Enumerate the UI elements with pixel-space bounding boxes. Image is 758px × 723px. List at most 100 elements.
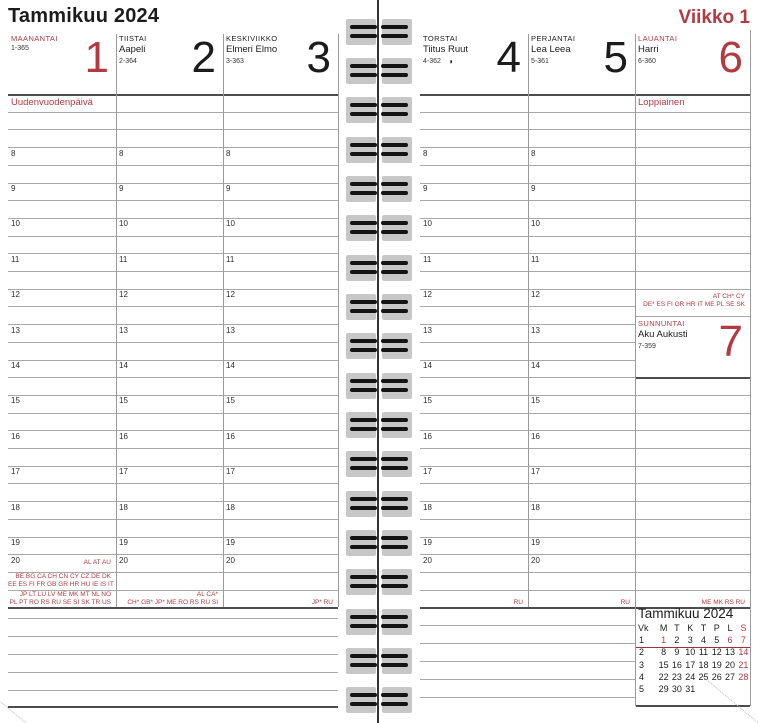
mini-cal-date: 4 [700,635,706,645]
binding-wire [350,24,377,29]
row-line [116,554,223,556]
hour-label: 15 [226,396,235,406]
binding-wire [350,575,377,580]
name-days: Lea Leea [531,44,571,55]
hour-label: 20 [531,555,540,565]
row-line [116,288,223,290]
hour-label: 13 [11,325,20,335]
binding-pad [382,648,412,675]
hour-label: 16 [119,431,128,441]
binding-wire [381,702,408,707]
binding-wire [350,693,377,698]
hour-label: 8 [226,148,231,158]
mini-cal-date: 2 [674,635,680,645]
row-line [8,164,116,166]
row-line [635,288,750,290]
hour-label: 13 [531,325,540,335]
mini-cal-date: 28 [738,671,749,682]
row-line [635,430,750,432]
row-line [116,147,223,149]
row-line [635,589,750,591]
column-separator [338,34,339,607]
row-line [420,217,528,219]
row-line [223,465,338,467]
hour-label: 15 [423,396,432,406]
row-line [528,554,635,556]
row-line [8,448,116,449]
binding-pad [346,175,376,202]
row-line [528,271,635,272]
mini-cal-date: 22 [658,671,669,682]
binding-pad [382,97,412,124]
row-line [420,235,528,237]
hour-label: 9 [119,184,124,193]
binding-wire [381,614,408,619]
row-line [635,200,750,202]
mini-cal-date: 14 [738,647,749,658]
row-line [528,200,635,202]
row-line [8,554,116,556]
row-line [8,536,116,538]
binding-wire [350,584,377,589]
binding-wire [381,466,408,471]
binding-wire [381,260,408,265]
binding-wire [381,693,408,698]
row-line [635,147,750,149]
row-line [8,129,116,131]
row-line [223,129,338,131]
mini-cal-date: 7 [740,635,746,645]
hour-label: 18 [423,502,432,512]
hour-label: 8 [11,148,16,158]
row-line [528,147,635,149]
binding-wire [350,63,377,68]
binding-wire [381,387,408,392]
binding-pad [382,215,412,242]
row-line [635,483,750,485]
row-line [8,518,116,520]
row-line [223,147,338,149]
row-line [116,430,223,432]
row-line [635,253,750,255]
hour-label: 10 [226,219,235,229]
row-line [528,164,635,166]
binding-wire [381,190,408,195]
binding-pad [382,372,412,399]
binding-wire [350,230,377,235]
row-line [635,271,750,272]
day-number: 1 [84,33,109,82]
row-line [116,164,223,166]
row-line [528,430,635,432]
mini-cal-bottom-line [636,705,750,707]
codes-label: BE BG CA CH CN CY CZ DE DK [15,572,111,580]
row-line [420,324,528,326]
notes-line [420,697,635,698]
binding-wire [350,505,377,510]
row-line [420,129,528,131]
hour-label: 18 [11,502,20,512]
binding-pad [346,18,376,45]
hour-label: 14 [531,361,540,370]
hour-label: 16 [423,431,432,441]
hour-label: 11 [11,254,20,264]
row-line [420,536,528,538]
binding-pad [382,333,412,360]
hour-label: 17 [226,467,235,477]
mini-cal-date: 21 [738,659,749,670]
row-line [8,182,116,184]
row-line [223,359,338,361]
row-line [223,536,338,538]
row-line [116,465,223,467]
row-line [420,554,528,556]
mini-cal-date: 19 [711,659,722,670]
binding-wire [350,112,377,117]
binding-wire [350,339,377,344]
hour-label: 20 [11,555,20,565]
row-line [8,430,116,432]
binding-wire [350,269,377,274]
binding-wire [350,151,377,156]
binding-pad [382,18,412,45]
row-line [420,288,528,290]
row-line [116,253,223,255]
hour-label: 10 [531,219,540,229]
binding-wire [381,496,408,501]
